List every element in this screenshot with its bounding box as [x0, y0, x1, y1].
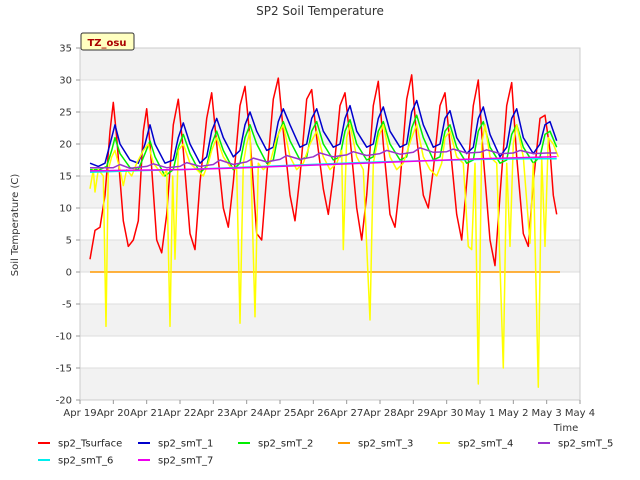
x-tick-label: Apr 29 — [397, 408, 430, 419]
series-line-sp2-Tsurface — [89, 74, 558, 267]
y-tick-label: 15 — [59, 172, 72, 183]
y-tick-label: 0 — [66, 268, 72, 279]
series-line-sp2-smT-1 — [89, 99, 558, 168]
y-tick-label: -10 — [56, 332, 72, 343]
site-label: TZ_osu — [87, 38, 126, 49]
series-line-sp2-smT-7 — [89, 156, 557, 172]
plot-band — [80, 48, 580, 80]
x-axis-ticks: Apr 19 Apr 20 Apr 21 Apr 22 Apr 23 Apr 24 Apr … — [63, 400, 595, 419]
y-tick-label: -5 — [62, 300, 72, 311]
x-tick-label: May 3 — [532, 408, 562, 419]
y-tick-label: 25 — [59, 108, 72, 119]
x-tick-label: Apr 24 — [230, 408, 263, 419]
x-tick-label: Apr 22 — [163, 408, 196, 419]
plot-band — [80, 112, 580, 144]
x-tick-label: May 1 — [465, 408, 495, 419]
x-tick-label: Apr 20 — [97, 408, 130, 419]
y-tick-label: 30 — [59, 76, 72, 87]
legend-label: sp2_smT_3 — [358, 439, 413, 450]
y-tick-label: 20 — [59, 140, 72, 151]
plot-frame — [79, 47, 581, 401]
plot-band — [80, 368, 580, 400]
x-axis-label: Time — [553, 423, 578, 434]
legend-label: sp2_Tsurface — [58, 439, 122, 450]
series-line-sp2-smT-5 — [90, 147, 557, 170]
x-tick-label: Apr 25 — [263, 408, 296, 419]
y-tick-label: -15 — [56, 364, 72, 375]
chart-title: SP2 Soil Temperature — [256, 4, 384, 18]
x-tick-label: Apr 27 — [330, 408, 363, 419]
legend-label: sp2_smT_1 — [158, 439, 213, 450]
x-tick-label: May 2 — [498, 408, 528, 419]
x-tick-label: Apr 30 — [430, 408, 463, 419]
y-axis-label: Soil Temperature (C) — [10, 174, 21, 277]
y-tick-label: 5 — [66, 236, 72, 247]
legend-label: sp2_smT_5 — [558, 439, 613, 450]
x-tick-label: Apr 28 — [363, 408, 396, 419]
legend: sp2_Tsurface sp2_smT_1 sp2_smT_2 sp2_smT_3 s… — [38, 439, 613, 467]
y-tick-label: 10 — [59, 204, 72, 215]
legend-label: sp2_smT_2 — [258, 439, 313, 450]
x-tick-label: Apr 19 — [63, 408, 96, 419]
legend-label: sp2_smT_7 — [158, 456, 213, 467]
legend-label: sp2_smT_4 — [458, 439, 513, 450]
site-label-box: TZ_osu — [80, 32, 135, 51]
legend-label: sp2_smT_6 — [58, 456, 113, 467]
series-lines — [89, 74, 560, 388]
y-tick-label: 35 — [59, 44, 72, 55]
x-tick-label: Apr 26 — [297, 408, 330, 419]
y-axis-ticks: -20 -15 -10 -5 0 5 10 15 20 25 30 35 — [56, 44, 80, 407]
x-tick-label: Apr 21 — [130, 408, 163, 419]
series-line-sp2-smT-2 — [90, 114, 558, 177]
x-tick-label: Apr 23 — [197, 408, 230, 419]
x-tick-label: May 4 — [565, 408, 595, 419]
y-tick-label: -20 — [56, 396, 72, 407]
plot-band — [80, 304, 580, 336]
